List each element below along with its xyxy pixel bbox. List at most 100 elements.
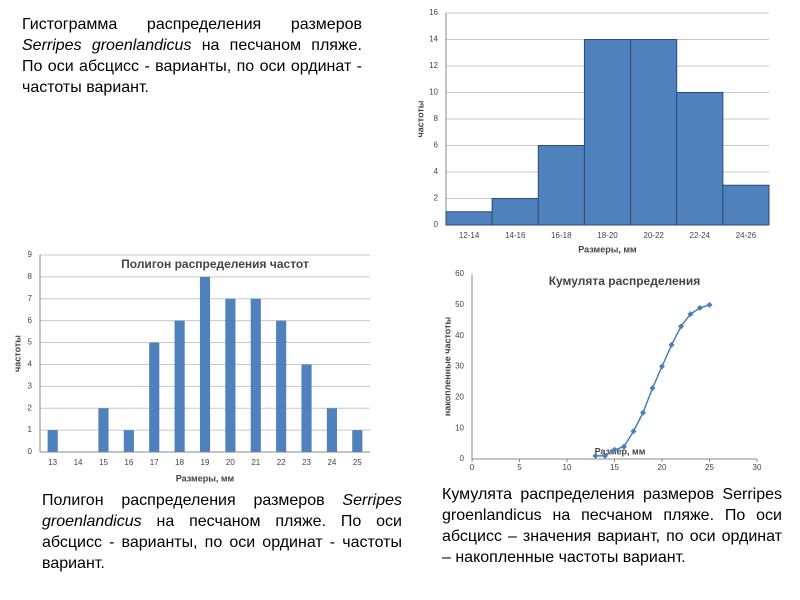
y-tick-label: 10 [455, 423, 464, 432]
y-tick-label: 10 [429, 88, 438, 97]
bar [326, 408, 337, 452]
x-tick-label: 23 [302, 458, 311, 467]
bar [676, 92, 724, 226]
x-tick-label: 13 [48, 458, 57, 467]
bar [537, 145, 585, 226]
x-tick-label: 25 [353, 458, 362, 467]
caption: Гистограмма распределения размеров Serri… [22, 14, 362, 98]
bar [225, 298, 236, 452]
y-tick-label: 6 [434, 141, 439, 150]
bar [174, 320, 185, 452]
x-axis-label: Размер, мм [595, 446, 646, 456]
marker [668, 341, 675, 348]
chart-title: Кумулята распределения [549, 274, 701, 288]
caption-text: Serripes groenlandicus [22, 37, 192, 54]
bar [301, 364, 312, 452]
y-tick-label: 4 [434, 167, 439, 176]
marker [678, 323, 684, 330]
y-tick-label: 1 [28, 425, 33, 434]
x-tick-label: 16 [124, 458, 133, 467]
bar [47, 430, 58, 452]
y-tick-label: 2 [28, 403, 33, 412]
x-tick-label: 22-24 [690, 231, 711, 240]
y-tick-label: 2 [434, 194, 439, 203]
x-tick-label: 18 [175, 458, 184, 467]
x-tick-label: 20 [658, 463, 667, 472]
marker [687, 311, 694, 318]
caption: Полигон распределения размеров Serripes … [42, 490, 402, 574]
marker [697, 304, 703, 311]
x-tick-label: 24 [327, 458, 336, 467]
y-tick-label: 9 [28, 250, 33, 259]
bar [722, 184, 770, 226]
y-axis-label: частоты [415, 100, 425, 137]
marker [621, 443, 627, 450]
x-tick-label: 19 [201, 458, 210, 467]
marker [649, 385, 656, 392]
x-tick-label: 20-22 [643, 231, 664, 240]
y-tick-label: 8 [28, 272, 33, 281]
bar [491, 198, 539, 226]
marker [706, 301, 713, 308]
marker [602, 452, 608, 459]
chart-title: Полигон распределения частот [121, 257, 309, 271]
marker [592, 452, 599, 459]
bar [149, 342, 160, 452]
x-tick-label: 17 [150, 458, 159, 467]
x-tick-label: 5 [517, 463, 522, 472]
y-tick-label: 7 [28, 294, 33, 303]
x-tick-label: 22 [277, 458, 286, 467]
x-tick-label: 20 [226, 458, 235, 467]
caption-text: Гистограмма распределения размеров [22, 16, 362, 33]
x-tick-label: 14 [74, 458, 83, 467]
y-tick-label: 0 [28, 447, 33, 456]
x-tick-label: 24-26 [736, 231, 757, 240]
marker [659, 363, 665, 370]
bar [276, 320, 287, 452]
y-axis-label: частоты [12, 335, 22, 372]
chart: 0 10 20 30 40 50 60 Кумулята распределения Разме… [442, 269, 762, 472]
y-tick-label: 3 [28, 381, 33, 390]
bar [199, 276, 211, 452]
x-tick-label: 21 [251, 458, 260, 467]
caption-text: Кумулята распределения размеров Serripes… [442, 486, 782, 566]
bar [630, 39, 678, 226]
bar [123, 430, 134, 452]
y-tick-label: 20 [455, 392, 464, 401]
y-tick-label: 8 [434, 114, 439, 123]
caption: Кумулята распределения размеров Serripes… [442, 484, 782, 568]
bar [583, 39, 632, 226]
x-tick-label: 16-18 [551, 231, 572, 240]
bar [98, 408, 109, 452]
marker [640, 409, 646, 416]
x-tick-label: 10 [563, 463, 572, 472]
x-axis-label: Размеры, мм [176, 473, 235, 483]
chart: 0 2 4 6 8 10 12 14 16 Размеры, мм частоты 12-14 14-1… [415, 8, 770, 254]
marker [630, 428, 637, 435]
y-tick-label: 4 [28, 360, 33, 369]
x-tick-label: 25 [705, 463, 714, 472]
y-tick-label: 60 [455, 269, 464, 278]
caption-text: на песчаном пляже. По оси абсцисс - вари… [22, 37, 362, 96]
caption-text: на песчаном пляже. По оси абсцисс - вари… [42, 513, 402, 572]
bar [250, 298, 261, 452]
x-tick-label: 14-16 [505, 231, 526, 240]
caption-text: Serripes groenlandicus [42, 492, 402, 530]
x-tick-label: 30 [753, 463, 762, 472]
y-tick-label: 6 [28, 316, 33, 325]
y-tick-label: 40 [455, 331, 464, 340]
y-axis-label: накопленные частоты [442, 317, 452, 417]
line [595, 304, 710, 457]
x-tick-label: 12-14 [459, 231, 480, 240]
x-tick-label: 15 [99, 458, 108, 467]
x-axis-label: Размеры, мм [578, 244, 637, 254]
y-tick-label: 14 [429, 35, 438, 44]
x-tick-label: 18-20 [597, 231, 618, 240]
y-tick-label: 50 [455, 300, 464, 309]
y-tick-label: 5 [28, 338, 33, 347]
x-tick-label: 0 [470, 463, 475, 472]
caption-text: Полигон распределения размеров [42, 492, 343, 509]
bar [445, 211, 493, 226]
y-tick-label: 12 [429, 61, 438, 70]
